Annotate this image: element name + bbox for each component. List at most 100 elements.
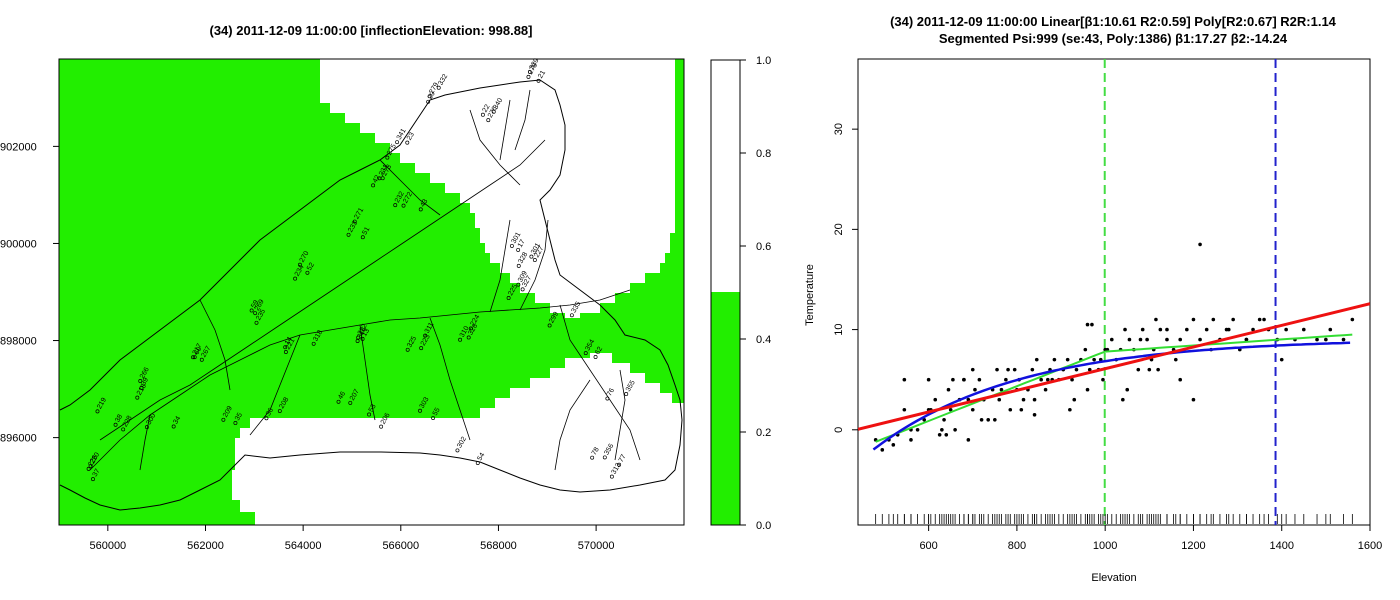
station-marker <box>254 320 259 325</box>
station-label: 52 <box>306 261 316 271</box>
station-label: 276 <box>487 105 499 119</box>
data-point <box>973 387 977 392</box>
data-point <box>1178 377 1183 382</box>
station-marker <box>144 425 149 430</box>
map-x-axis: 560000 562000 564000 566000 568000 570000 <box>89 525 614 552</box>
station-marker <box>480 112 485 117</box>
station-marker <box>418 207 423 212</box>
data-point <box>1158 327 1163 332</box>
station-label: 55 <box>432 407 442 417</box>
station-marker <box>491 109 496 114</box>
station-marker <box>529 254 534 259</box>
station-label: 13 <box>361 327 371 337</box>
station-label: 232 <box>394 190 406 204</box>
station-label: 313 <box>611 462 623 476</box>
data-point <box>970 407 975 412</box>
data-point <box>951 377 955 382</box>
map-panel: (34) 2011-12-09 11:00:00 [inflectionElev… <box>0 23 685 552</box>
station-label: 17 <box>517 239 527 249</box>
station-label: 218 <box>136 383 148 397</box>
data-point <box>1008 407 1013 412</box>
y-tick-label: 20 <box>833 223 845 235</box>
station-label: 272 <box>402 191 414 205</box>
station-label: 335 <box>571 301 583 315</box>
colorbar-tick-label: 1.0 <box>756 55 771 67</box>
station-label: 46 <box>337 390 347 400</box>
data-point <box>1006 367 1010 372</box>
data-point <box>999 387 1004 392</box>
data-point <box>1103 347 1107 352</box>
data-point <box>1145 337 1149 342</box>
station-label: 233 <box>347 220 359 234</box>
data-point <box>1045 377 1050 382</box>
data-point <box>926 377 931 382</box>
station-label: 206 <box>380 412 392 426</box>
data-point <box>1301 327 1306 332</box>
y-tick-label: 0 <box>833 427 845 433</box>
data-point <box>1032 412 1037 417</box>
station-label: 76 <box>606 387 616 397</box>
station-markers: 2792782762752732722712702692672662282263… <box>86 57 637 482</box>
data-point <box>1165 337 1169 342</box>
x-tick-label: 800 <box>1008 540 1026 552</box>
data-point <box>1085 387 1090 392</box>
station-marker <box>356 335 361 340</box>
station-marker <box>475 461 480 466</box>
scatter-y-axis: 0 10 20 30 <box>833 123 858 433</box>
data-point <box>902 407 907 412</box>
station-marker <box>385 155 390 160</box>
data-point <box>1052 357 1057 362</box>
station-label: 37 <box>92 468 102 478</box>
data-point <box>1315 337 1319 342</box>
data-point <box>1087 367 1092 372</box>
station-label: 278 <box>527 62 539 76</box>
colorbar-tick-label: 0.4 <box>756 334 771 346</box>
station-marker <box>336 399 341 404</box>
station-label: 267 <box>200 345 212 359</box>
map-x-tick-label: 566000 <box>382 540 419 552</box>
station-label: 300 <box>146 412 158 426</box>
station-label: 228 <box>122 415 134 429</box>
data-point <box>1074 367 1079 372</box>
station-marker <box>88 464 93 469</box>
data-point <box>1350 317 1355 322</box>
scatter-panel: (34) 2011-12-09 11:00:00 Linear[β1:10.61… <box>804 14 1382 584</box>
station-marker <box>367 412 372 417</box>
map-y-axis: 896000 898000 900000 902000 <box>0 141 59 445</box>
data-point <box>909 438 913 442</box>
x-tick-label: 600 <box>919 540 937 552</box>
data-point <box>944 433 949 437</box>
station-marker <box>468 326 473 331</box>
data-point <box>902 377 907 382</box>
data-point <box>1328 327 1333 332</box>
data-point <box>1185 327 1189 332</box>
data-point <box>1085 322 1090 327</box>
station-label: 271 <box>353 207 365 221</box>
data-point <box>1226 327 1231 332</box>
data-point <box>1127 337 1132 342</box>
station-marker <box>352 219 357 224</box>
data-point <box>1136 367 1141 372</box>
station-label: 318 <box>312 329 324 343</box>
station-label: 53 <box>368 403 378 413</box>
station-label: 42 <box>372 174 382 184</box>
station-label: 327 <box>521 275 533 289</box>
map-x-tick-label: 568000 <box>480 540 517 552</box>
station-marker <box>624 392 629 396</box>
station-marker <box>293 276 298 281</box>
x-tick-label: 1600 <box>1358 540 1382 552</box>
station-marker <box>526 74 531 79</box>
station-marker <box>609 474 614 479</box>
data-point <box>979 417 984 422</box>
station-label: 231 <box>378 164 390 178</box>
station-marker <box>139 385 144 390</box>
station-marker <box>486 118 491 123</box>
data-point <box>1279 357 1284 362</box>
map-y-tick-label: 898000 <box>0 336 37 348</box>
station-marker <box>520 287 525 292</box>
data-point <box>986 417 991 422</box>
station-marker <box>418 408 423 413</box>
data-point <box>1123 327 1127 332</box>
station-label: 34 <box>172 415 182 425</box>
